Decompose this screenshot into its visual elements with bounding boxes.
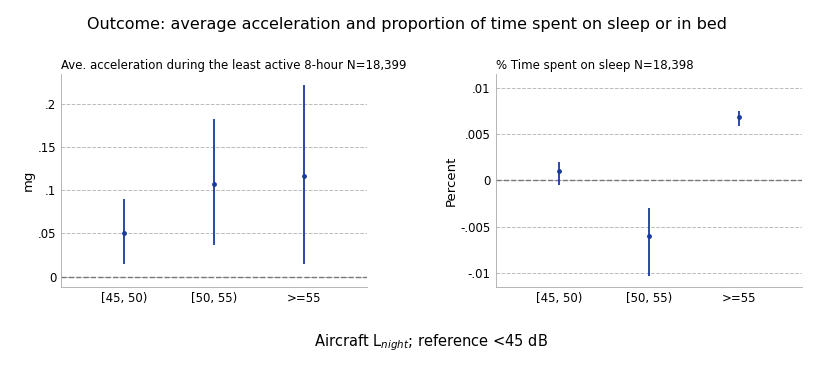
- Text: Outcome: average acceleration and proportion of time spent on sleep or in bed: Outcome: average acceleration and propor…: [87, 17, 727, 32]
- Text: % Time spent on sleep N=18,398: % Time spent on sleep N=18,398: [496, 60, 694, 72]
- Y-axis label: Percent: Percent: [444, 155, 457, 205]
- Text: Aircraft L$_{night}$; reference <45 dB: Aircraft L$_{night}$; reference <45 dB: [314, 333, 549, 353]
- Text: Ave. acceleration during the least active 8-hour N=18,399: Ave. acceleration during the least activ…: [61, 60, 406, 72]
- Y-axis label: mg: mg: [22, 170, 35, 191]
